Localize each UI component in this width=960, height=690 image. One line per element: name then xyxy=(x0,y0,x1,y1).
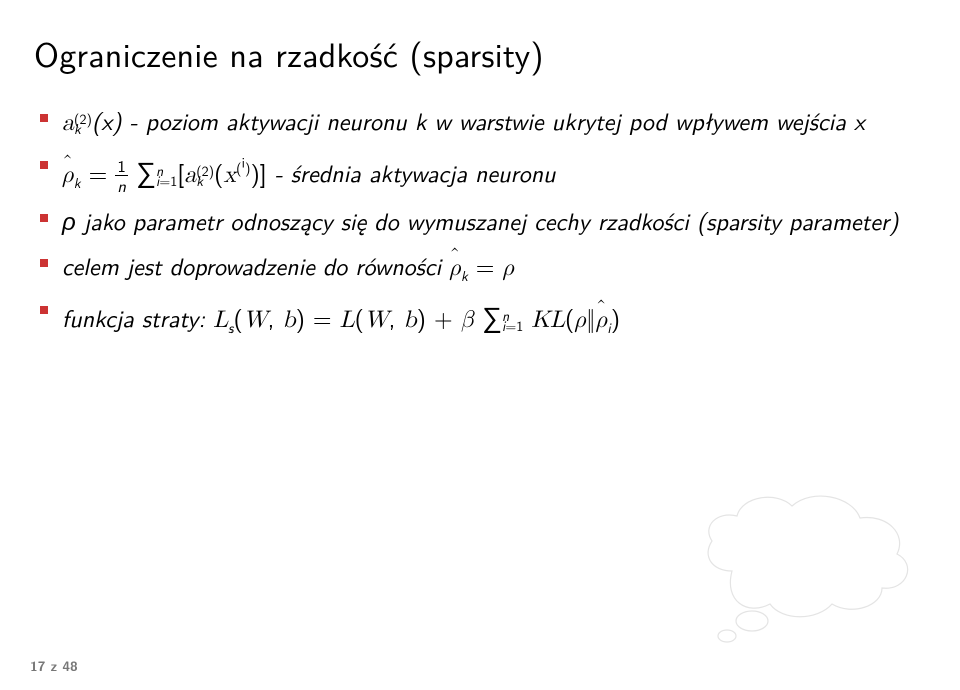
page-total: 48 xyxy=(62,656,77,676)
slide-title: Ograniczenie na rzadkość (sparsity) xyxy=(34,28,926,78)
item3-text: ρ jako parametr odnoszący się do wymusza… xyxy=(62,204,926,239)
bullet-icon xyxy=(40,104,62,122)
item5-prefix: funkcja straty: xyxy=(62,300,213,335)
list-item: celem jest doprowadzenie do równości ρk … xyxy=(40,249,926,286)
bullet-icon xyxy=(40,296,62,314)
page-sep: z xyxy=(45,656,62,676)
item4-prefix: celem jest doprowadzenie do równości xyxy=(62,248,449,283)
thought-cloud-icon xyxy=(682,476,932,646)
list-item: a(2)k(x) - poziom aktywacji neuronu k w … xyxy=(40,104,926,141)
item-text: ρk = 1n ∑ni=1[a(2)k(x(i))] - średnia akt… xyxy=(62,151,926,194)
page-footer: 17 z 48 xyxy=(30,656,78,676)
bullet-icon xyxy=(40,249,62,267)
item-text: a(2)k(x) - poziom aktywacji neuronu k w … xyxy=(62,104,926,141)
list-item: ρk = 1n ∑ni=1[a(2)k(x(i))] - średnia akt… xyxy=(40,151,926,194)
item1-text: (x) - poziom aktywacji neuronu k w warst… xyxy=(92,103,865,138)
item-text: funkcja straty: Ls(W, b) = L(W, b) + β ∑… xyxy=(62,296,926,338)
item2-text: - średnia aktywacja neuronu xyxy=(267,155,556,190)
list-item: ρ jako parametr odnoszący się do wymusza… xyxy=(40,204,926,239)
bullet-icon xyxy=(40,151,62,169)
list-item: funkcja straty: Ls(W, b) = L(W, b) + β ∑… xyxy=(40,296,926,338)
page-current: 17 xyxy=(30,656,45,676)
bullet-icon xyxy=(40,204,62,222)
bullet-list: a(2)k(x) - poziom aktywacji neuronu k w … xyxy=(40,104,926,338)
item-text: celem jest doprowadzenie do równości ρk … xyxy=(62,249,926,286)
